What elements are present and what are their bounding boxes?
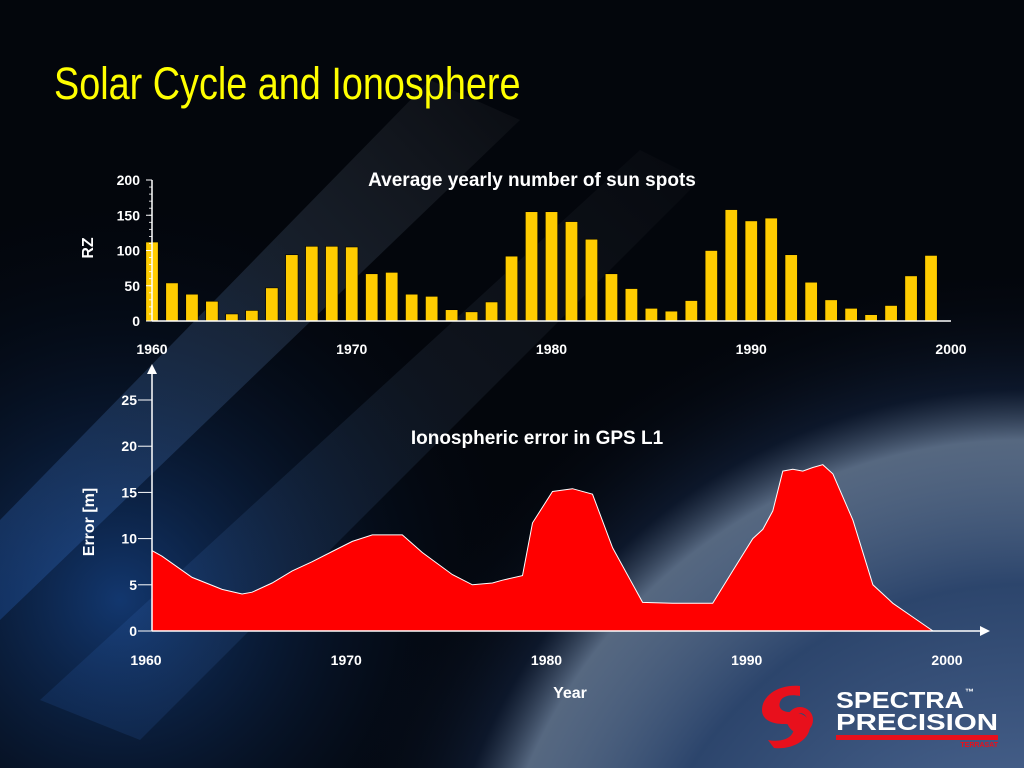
sunspot-bar (784, 254, 798, 322)
sunspot-bar (924, 255, 938, 322)
sunspot-bar (305, 245, 319, 322)
spectra-logo-mark (762, 685, 813, 749)
sunspot-bar (564, 221, 578, 322)
sunspot-bar (225, 313, 239, 322)
iono-y-tick-label: 0 (129, 623, 137, 639)
logo-trademark: ™ (965, 687, 974, 697)
logo-sub: TERRASAT (960, 742, 998, 749)
iono-x-tick-label: 1980 (531, 652, 562, 668)
sunspot-bar (844, 308, 858, 322)
sunspot-bar (365, 273, 379, 322)
sunspot-bar (505, 255, 519, 322)
sunspot-x-tick-label: 1970 (336, 341, 367, 357)
sunspot-bar (804, 281, 818, 322)
iono-x-tick-label: 1960 (130, 652, 161, 668)
sunspot-bar (824, 299, 838, 322)
iono-x-axis-label: Year (553, 685, 587, 702)
sunspot-y-tick-label: 150 (117, 207, 141, 223)
sunspot-y-tick-label: 0 (132, 313, 140, 329)
sunspot-bar (684, 300, 698, 322)
iono-y-axis-label: Error [m] (81, 488, 98, 556)
slide-title: Solar Cycle and Ionosphere (54, 58, 521, 109)
iono-x-tick-label: 1970 (331, 652, 362, 668)
iono-y-axis-arrow (147, 364, 157, 374)
sunspot-bar (644, 308, 658, 322)
iono-y-tick-label: 25 (121, 392, 137, 408)
iono-chart: 0 5 10 15 20 25 1960 1970 1980 1990 2000 Ionosphe… (81, 364, 990, 702)
sunspot-bar (884, 305, 898, 322)
sunspot-bar (185, 293, 199, 322)
sunspot-y-tick-label: 100 (117, 243, 141, 259)
sunspot-x-tick-label: 2000 (935, 341, 966, 357)
sunspot-bar (485, 301, 499, 322)
iono-y-tick-label: 5 (129, 577, 137, 593)
sunspot-y-axis-label: RZ (80, 237, 97, 259)
sunspot-y-tick-label: 50 (124, 278, 140, 294)
logo-underline (836, 735, 998, 740)
sunspot-bar (724, 209, 738, 322)
sunspot-bar (744, 220, 758, 322)
sunspot-bar (265, 287, 279, 322)
spectra-precision-logo: SPECTRA ™ PRECISION TERRASAT (762, 685, 999, 749)
logo-line2: PRECISION (836, 709, 998, 735)
sunspot-bar (445, 309, 459, 322)
sunspot-chart-title: Average yearly number of sun spots (368, 170, 696, 191)
sunspot-bar (864, 314, 878, 322)
sunspot-bar (325, 245, 339, 322)
sunspot-bar (345, 246, 359, 322)
iono-error-area (151, 464, 935, 632)
sunspot-x-tick-label: 1960 (136, 341, 167, 357)
iono-x-axis-arrow (980, 626, 990, 636)
iono-x-ticks: 1960 1970 1980 1990 2000 (130, 652, 962, 668)
sunspot-chart: 0 50 100 150 200 1960 1970 1980 1990 2000 Averag… (80, 170, 967, 357)
sunspot-bar (425, 296, 439, 322)
sunspot-bar (465, 311, 479, 322)
sunspot-bar (385, 272, 399, 322)
logo-line1: SPECTRA (836, 687, 964, 713)
sunspot-bar (525, 211, 539, 322)
sunspot-y-ticks: 0 50 100 150 200 (117, 172, 152, 329)
sunspot-bar (245, 310, 259, 322)
sunspot-bar (624, 288, 638, 322)
sunspot-bar (904, 275, 918, 322)
iono-y-tick-label: 10 (121, 531, 137, 547)
sunspot-bar (545, 211, 558, 322)
iono-y-tick-label: 15 (121, 484, 137, 500)
sunspot-bar (764, 217, 778, 322)
sunspot-x-tick-label: 1990 (736, 341, 767, 357)
sunspot-bar (205, 300, 219, 322)
sunspot-y-tick-label: 200 (117, 172, 141, 188)
sunspot-x-ticks: 1960 1970 1980 1990 2000 (136, 341, 966, 357)
iono-x-tick-label: 1990 (731, 652, 762, 668)
sunspot-bar (165, 282, 179, 322)
sunspot-bar (405, 293, 419, 322)
sunspot-bar (604, 273, 618, 322)
sunspot-bar (285, 254, 299, 322)
sunspot-bars (145, 209, 938, 322)
iono-chart-title: Ionospheric error in GPS L1 (411, 428, 664, 449)
iono-x-tick-label: 2000 (931, 652, 962, 668)
sunspot-x-tick-label: 1980 (536, 341, 567, 357)
sunspot-bar (704, 250, 718, 322)
sunspot-bar (664, 310, 678, 322)
iono-y-ticks: 0 5 10 15 20 25 (121, 392, 152, 639)
sunspot-bar (584, 238, 598, 322)
iono-y-tick-label: 20 (121, 438, 137, 454)
